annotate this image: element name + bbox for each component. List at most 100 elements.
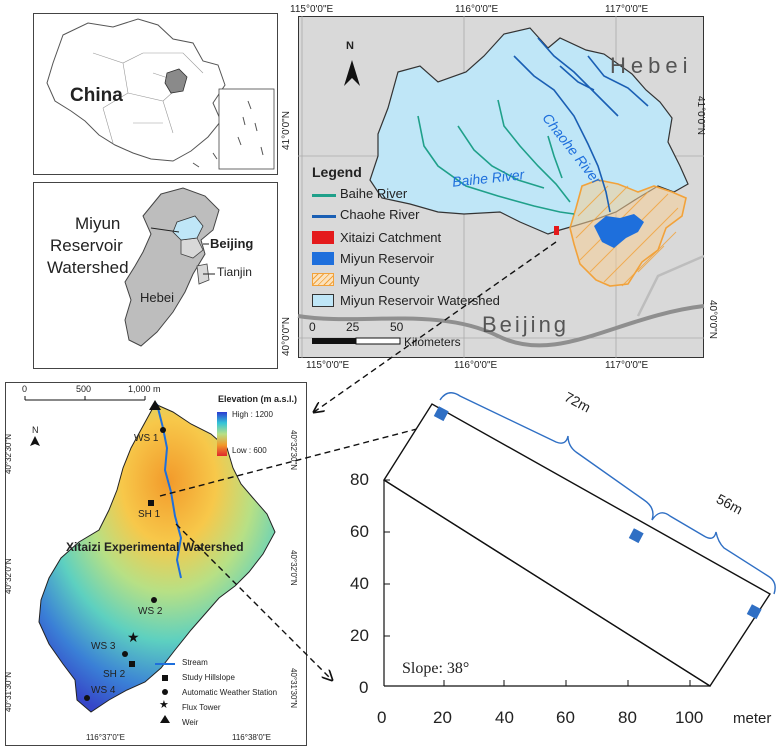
legend-hillslope-square — [162, 675, 168, 681]
xitaizi-scale-0: 0 — [22, 384, 28, 394]
slope-label: Slope: 38° — [402, 660, 470, 677]
hillslope-x-60: 60 — [556, 708, 575, 727]
legend-aws-circle — [162, 689, 168, 695]
watershed-dem — [38, 403, 276, 713]
hillslope-y-40: 40 — [350, 574, 369, 593]
hillslope-y-60: 60 — [350, 522, 369, 541]
lon-top-117: 117°0'0"E — [605, 4, 649, 15]
slope-diagonal — [383, 479, 711, 687]
main-beijing-label: Beijing — [482, 312, 570, 337]
taiwan-islands — [192, 152, 218, 168]
beijing-inset-label: Beijing — [210, 236, 254, 251]
hillslope-x-unit: meter — [733, 710, 772, 727]
hebei-inset-label: Hebei — [140, 290, 174, 305]
station-box-middle — [628, 528, 644, 544]
hebei-outline-map — [124, 187, 220, 347]
elevation-title: Elevation (m a.s.l.) — [218, 394, 298, 404]
xitaizi-legend-flux: Flux Tower — [182, 703, 221, 712]
ws1-symbol — [160, 427, 166, 433]
miyun-label-line3: Watershed — [47, 258, 129, 277]
lon-bottom-115: 115°0'0"E — [306, 360, 350, 371]
y-ticks — [384, 479, 390, 637]
legend-label-xitaizi: Xitaizi Catchment — [340, 230, 442, 245]
xitaizi-north-label: N — [32, 425, 39, 435]
xitaizi-scale-1000: 1,000 m — [128, 384, 161, 394]
hillslope-y-20: 20 — [350, 626, 369, 645]
xitaizi-scale-500: 500 — [76, 384, 92, 394]
south-sea-islands — [237, 100, 264, 156]
legend-swatch-reservoir — [312, 252, 334, 265]
site-ws1: WS 1 — [134, 433, 159, 444]
county-boundary — [636, 254, 705, 317]
xitaizi-legend-aws: Automatic Weather Station — [182, 688, 278, 697]
tianjin-inset-label: Tianjin — [217, 265, 252, 279]
legend-label-watershed: Miyun Reservoir Watershed — [340, 293, 500, 308]
lon-bottom-116: 116°0'0"E — [454, 360, 498, 371]
scale-bar-white — [355, 337, 401, 345]
lon-top-115: 115°0'0"E — [290, 4, 334, 15]
elevation-low: Low : 600 — [232, 446, 267, 455]
xitaizi-elevation-map: ★ ★ — [24, 396, 276, 723]
legend-swatch-baihe — [312, 194, 336, 197]
legend-title: Legend — [312, 164, 362, 180]
xitaizi-title: Xitaizi Experimental Watershed — [66, 540, 244, 554]
hillslope-y-80: 80 — [350, 470, 369, 489]
hillslope-x-0: 0 — [377, 708, 387, 727]
station-box-top — [433, 406, 449, 422]
hillslope-y-0: 0 — [359, 678, 369, 697]
xitaizi-lon-2: 116°38'0"E — [232, 733, 272, 742]
legend-label-county: Miyun County — [340, 272, 420, 287]
scale-bar-black — [312, 338, 356, 344]
scale-tick-50: 50 — [390, 320, 404, 334]
hillslope-x-80: 80 — [618, 708, 637, 727]
miyun-reservoir — [594, 214, 644, 248]
scale-unit: Kilometers — [404, 335, 461, 349]
main-north-label: N — [346, 40, 354, 52]
brace-72m — [439, 392, 654, 521]
sh2-symbol — [129, 661, 135, 667]
x-ticks — [443, 680, 691, 686]
ws4-symbol — [84, 695, 90, 701]
weir-symbol — [149, 400, 161, 410]
ws3-symbol — [122, 651, 128, 657]
elevation-high: High : 1200 — [232, 410, 273, 419]
lon-bottom-117: 117°0'0"E — [605, 360, 649, 371]
legend-swatch-county — [312, 273, 334, 286]
stream-line — [156, 403, 183, 579]
site-sh1: SH 1 — [138, 509, 161, 520]
lon-top-116: 116°0'0"E — [455, 4, 499, 15]
scale-tick-0: 0 — [309, 320, 316, 334]
ws2-symbol — [151, 597, 157, 603]
scale-bar-ticks — [24, 396, 146, 400]
legend-flux-star: ★ — [159, 699, 169, 711]
baihe-river — [417, 99, 575, 215]
arrow-to-hillslope-bottom — [175, 523, 332, 680]
main-watershed-map — [297, 16, 705, 358]
scale-tick-25: 25 — [346, 320, 360, 334]
province-boundary — [297, 304, 705, 348]
hillslope-x-100: 100 — [675, 708, 704, 727]
china-label: China — [70, 85, 123, 106]
legend-swatch-xitaizi — [312, 231, 334, 244]
north-arrow-small — [30, 436, 40, 446]
legend-label-baihe: Baihe River — [340, 186, 408, 201]
hillslope-x-40: 40 — [495, 708, 514, 727]
beijing-region-highlight — [164, 68, 188, 94]
watershed-pointer — [150, 227, 180, 233]
legend-weir-triangle — [160, 715, 170, 723]
site-ws2: WS 2 — [138, 606, 163, 617]
sh1-symbol — [148, 500, 154, 506]
miyun-label-line1: Miyun — [75, 214, 121, 233]
chaohe-river — [513, 37, 649, 213]
flux-tower-symbol: ★ — [127, 629, 140, 645]
hillslope-x-20: 20 — [433, 708, 452, 727]
elevation-colorbar — [217, 412, 227, 456]
hillslope-sketch — [383, 392, 776, 687]
legend-label-reservoir: Miyun Reservoir — [340, 251, 434, 266]
legend-swatch-chaohe — [312, 215, 336, 218]
xitaizi-lon-1: 116°37'0"E — [86, 733, 126, 742]
legend-swatch-watershed — [312, 294, 334, 307]
xitaizi-legend-hillslope: Study Hillslope — [182, 673, 235, 682]
xitaizi-legend-stream: Stream — [182, 658, 208, 667]
